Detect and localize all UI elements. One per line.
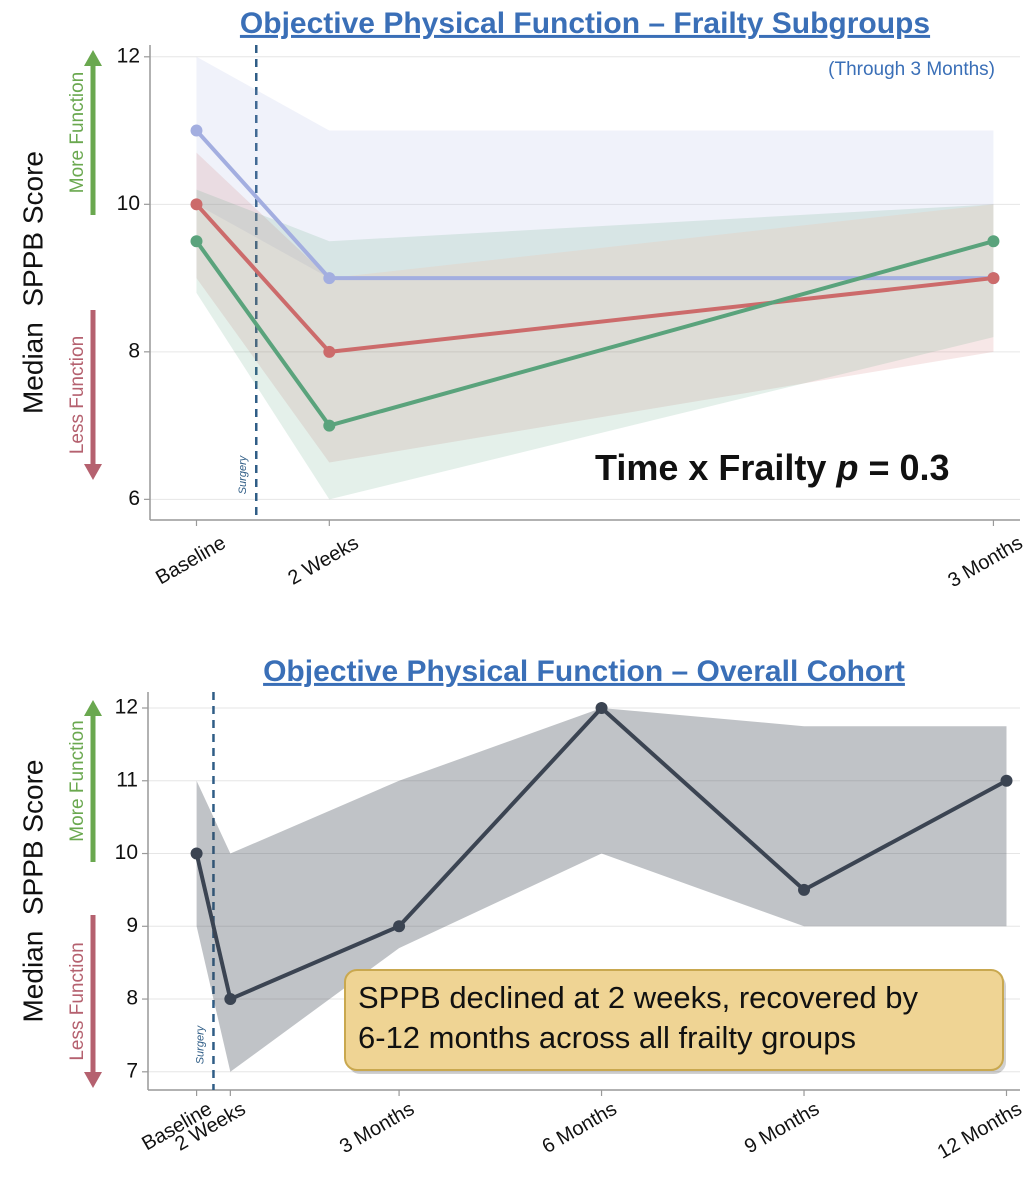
point (987, 235, 1000, 248)
point (987, 272, 1000, 285)
up-label: More Function (67, 720, 88, 841)
x-tick-label: 3 Months (336, 1098, 418, 1158)
surgery-label: Surgery (194, 1024, 206, 1064)
annotation-part: p (835, 447, 858, 488)
chart-subtitle: (Through 3 Months) (828, 59, 995, 80)
range-band (196, 189, 994, 500)
note-line: SPPB declined at 2 weeks, recovered by (358, 980, 919, 1015)
point (1000, 774, 1013, 787)
up-label: More Function (67, 72, 88, 193)
point (798, 883, 811, 896)
range-band (196, 708, 1007, 1072)
y-tick-label: 9 (126, 914, 138, 937)
range-band (196, 152, 994, 463)
note-line: 6-12 months across all frailty groups (358, 1020, 856, 1055)
point (190, 198, 203, 211)
point (323, 272, 336, 285)
point (323, 419, 336, 432)
annotation: Time x Frailty p = 0.3 (595, 447, 950, 488)
chart-title: Objective Physical Function – Frailty Su… (240, 7, 930, 40)
note-box (344, 969, 1004, 1071)
up-arrow-head (84, 50, 102, 66)
down-arrow-head (84, 1072, 102, 1088)
y-tick-label: 7 (126, 1059, 138, 1082)
point (190, 124, 203, 137)
y-tick-label: 10 (117, 192, 140, 215)
point (323, 345, 336, 358)
x-tick-label: 9 Months (741, 1098, 823, 1158)
down-label: Less Function (67, 942, 88, 1060)
point (393, 920, 406, 933)
down-label: Less Function (67, 336, 88, 454)
y-tick-label: 6 (128, 487, 140, 510)
down-arrow-head (84, 464, 102, 480)
point (224, 993, 237, 1006)
annotation-part: = 0.3 (858, 447, 949, 488)
surgery-label: Surgery (237, 454, 249, 494)
y-tick-label: 8 (128, 339, 140, 362)
x-tick-label: 3 Months (944, 532, 1026, 592)
x-tick-label: 12 Months (934, 1098, 1026, 1164)
x-tick-label: 6 Months (538, 1098, 620, 1158)
range-band (196, 56, 994, 279)
y-tick-label: 10 (115, 841, 138, 864)
y-tick-label: 8 (126, 987, 138, 1010)
point (190, 847, 203, 860)
annotation-part: Time x Frailty (595, 447, 836, 488)
point (190, 235, 203, 248)
y-tick-label: 12 (117, 44, 140, 67)
x-tick-label: 2 Weeks (284, 532, 362, 590)
up-arrow-head (84, 700, 102, 716)
series-line (194, 706, 1008, 1002)
y-axis-label: Median SPPB Score (17, 759, 48, 1022)
x-tick-label: Baseline (152, 532, 229, 589)
y-axis-label: Median SPPB Score (17, 151, 48, 414)
y-tick-label: 12 (115, 696, 138, 719)
y-tick-label: 11 (116, 768, 138, 791)
chart-title: Objective Physical Function – Overall Co… (263, 655, 905, 688)
point (595, 702, 608, 715)
